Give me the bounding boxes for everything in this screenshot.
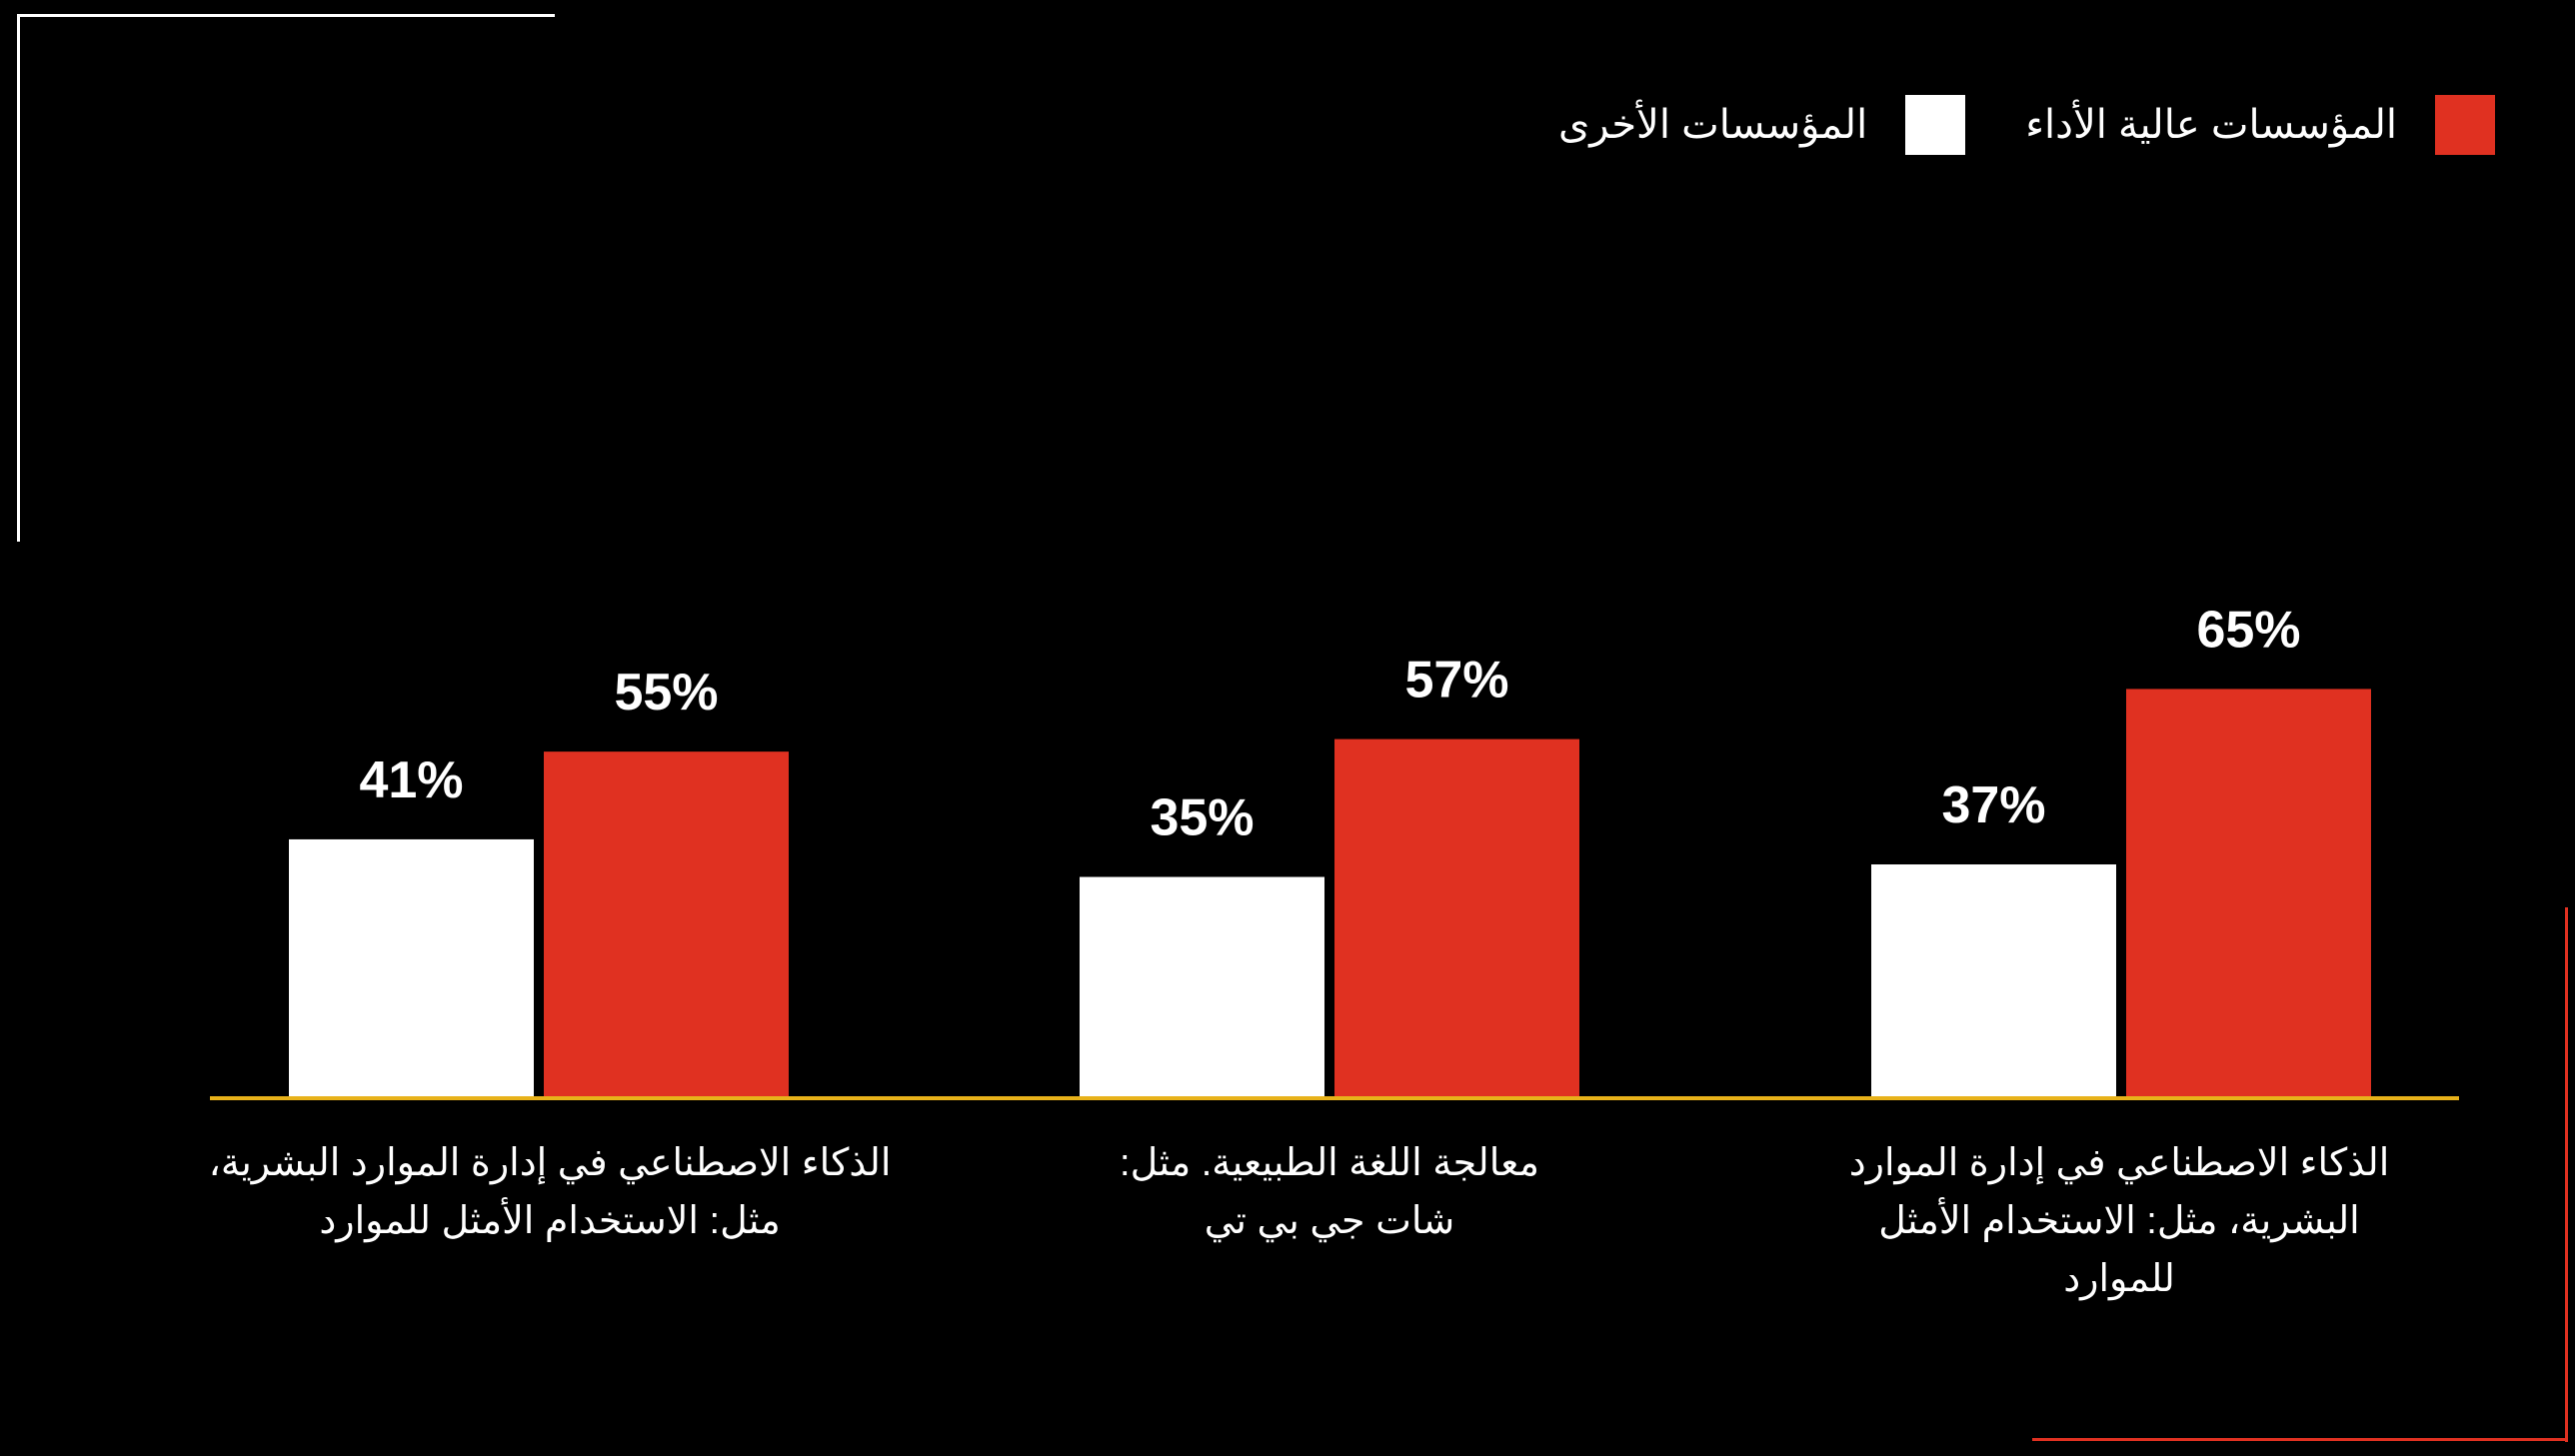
category-label-2: معالجة اللغة الطبيعية. مثل: شات جي بي تي bbox=[1030, 1134, 1629, 1250]
data-label-cat1-others: 41% bbox=[359, 751, 463, 809]
category-label-1-line-2: مثل: الاستخدام الأمثل للموارد bbox=[319, 1200, 781, 1242]
legend-swatch-red bbox=[2435, 95, 2495, 155]
legend-label-others: المؤسسات الأخرى bbox=[1557, 103, 1868, 147]
category-label-3-line-1: الذكاء الاصطناعي في إدارة الموارد bbox=[1848, 1142, 2390, 1184]
bar-cat3-others bbox=[1871, 864, 2116, 1096]
data-label-cat3-high-performing: 65% bbox=[2196, 601, 2300, 659]
legend-label-high-performing: المؤسسات عالية الأداء bbox=[2025, 103, 2397, 147]
bar-cat1-others bbox=[289, 838, 534, 1096]
frame-top-left-horizontal bbox=[17, 14, 555, 17]
legend-swatch-white bbox=[1905, 95, 1966, 155]
data-label-cat2-high-performing: 57% bbox=[1404, 652, 1508, 710]
frame-bottom-right-horizontal bbox=[2032, 1438, 2568, 1441]
legend: المؤسسات عالية الأداء المؤسسات الأخرى bbox=[1558, 95, 2495, 155]
frame-bottom-right-vertical bbox=[2565, 907, 2568, 1442]
frame-top-left-vertical bbox=[17, 14, 20, 542]
category-label-3-line-3: للموارد bbox=[2063, 1258, 2175, 1300]
bar-cat3-high-performing bbox=[2126, 689, 2371, 1096]
category-label-3-line-2: البشرية، مثل: الاستخدام الأمثل bbox=[1878, 1200, 2360, 1242]
bar-cat2-others bbox=[1080, 876, 1324, 1096]
category-label-3: الذكاء الاصطناعي في إدارة الموارد البشري… bbox=[1819, 1134, 2419, 1308]
data-label-cat2-others: 35% bbox=[1150, 789, 1254, 847]
data-label-cat1-high-performing: 55% bbox=[614, 664, 718, 722]
category-label-1-line-1: الذكاء الاصطناعي في إدارة الموارد البشري… bbox=[208, 1142, 892, 1184]
category-label-2-line-2: شات جي بي تي bbox=[1204, 1200, 1455, 1242]
legend-item-high-performing: المؤسسات عالية الأداء bbox=[2025, 95, 2495, 155]
bar-cat2-high-performing bbox=[1334, 738, 1579, 1096]
category-label-2-line-1: معالجة اللغة الطبيعية. مثل: bbox=[1120, 1142, 1539, 1184]
data-label-cat3-others: 37% bbox=[1941, 776, 2045, 834]
bar-cat1-high-performing bbox=[544, 751, 789, 1096]
category-label-1: الذكاء الاصطناعي في إدارة الموارد البشري… bbox=[180, 1134, 920, 1250]
legend-item-others: المؤسسات الأخرى bbox=[1557, 95, 1966, 155]
